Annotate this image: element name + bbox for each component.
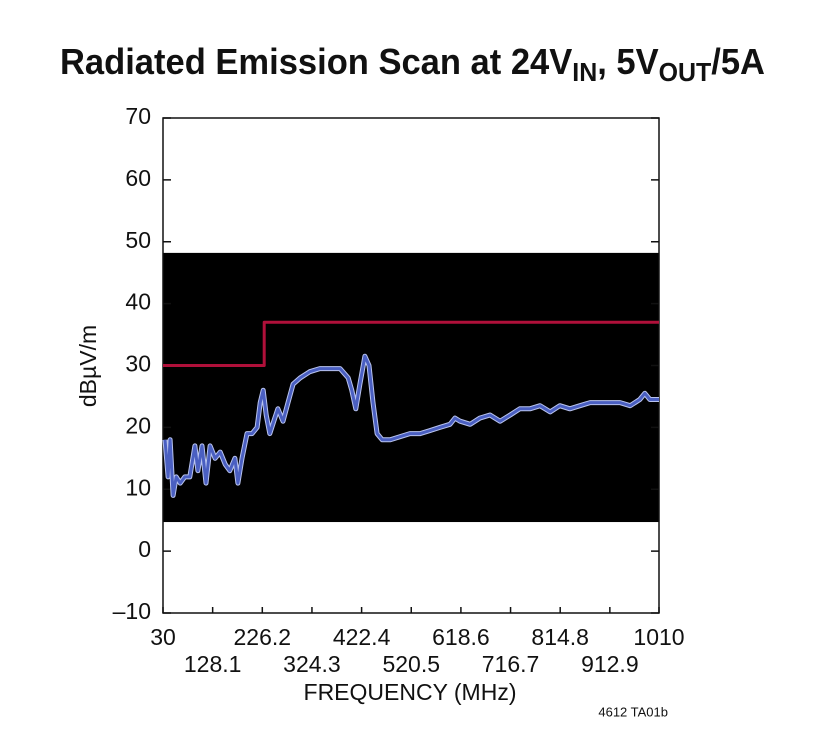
x-tick-label: 324.3 bbox=[283, 651, 341, 677]
y-tick-label: 50 bbox=[125, 227, 151, 253]
x-tick-label: 30 bbox=[150, 624, 176, 650]
y-tick-label: 30 bbox=[125, 351, 151, 377]
y-tick-label: 70 bbox=[125, 103, 151, 129]
chart-title: Radiated Emission Scan at 24VIN, 5VOUT/5… bbox=[60, 41, 765, 87]
emission-trace bbox=[163, 354, 659, 497]
x-tick-label: 814.8 bbox=[531, 624, 589, 650]
y-tick-label: 20 bbox=[125, 412, 151, 438]
x-tick-label: 128.1 bbox=[184, 651, 242, 677]
y-axis-label: dBµV/m bbox=[75, 325, 101, 407]
y-tick-label: 10 bbox=[125, 474, 151, 500]
figure-note: 4612 TA01b bbox=[598, 704, 668, 719]
title-part: Radiated Emission Scan at 24V bbox=[60, 41, 572, 82]
title-part: /5A bbox=[711, 41, 765, 82]
x-tick-label: 226.2 bbox=[234, 624, 292, 650]
x-tick-label: 716.7 bbox=[482, 651, 540, 677]
x-tick-label: 520.5 bbox=[382, 651, 440, 677]
x-tick-label: 422.4 bbox=[333, 624, 391, 650]
y-tick-label: 60 bbox=[125, 165, 151, 191]
background-band bbox=[163, 252, 659, 523]
x-axis-label: FREQUENCY (MHz) bbox=[304, 679, 517, 705]
y-tick-label: 40 bbox=[125, 289, 151, 315]
limit-line bbox=[163, 320, 659, 367]
title-part: , 5V bbox=[597, 41, 658, 82]
title-subscript: IN bbox=[572, 57, 597, 87]
title-subscript: OUT bbox=[659, 57, 712, 87]
x-tick-label: 912.9 bbox=[581, 651, 639, 677]
x-tick-label: 1010 bbox=[633, 624, 684, 650]
y-tick-label: 0 bbox=[138, 536, 151, 562]
y-tick-label: –10 bbox=[113, 598, 151, 624]
x-tick-label: 618.6 bbox=[432, 624, 490, 650]
